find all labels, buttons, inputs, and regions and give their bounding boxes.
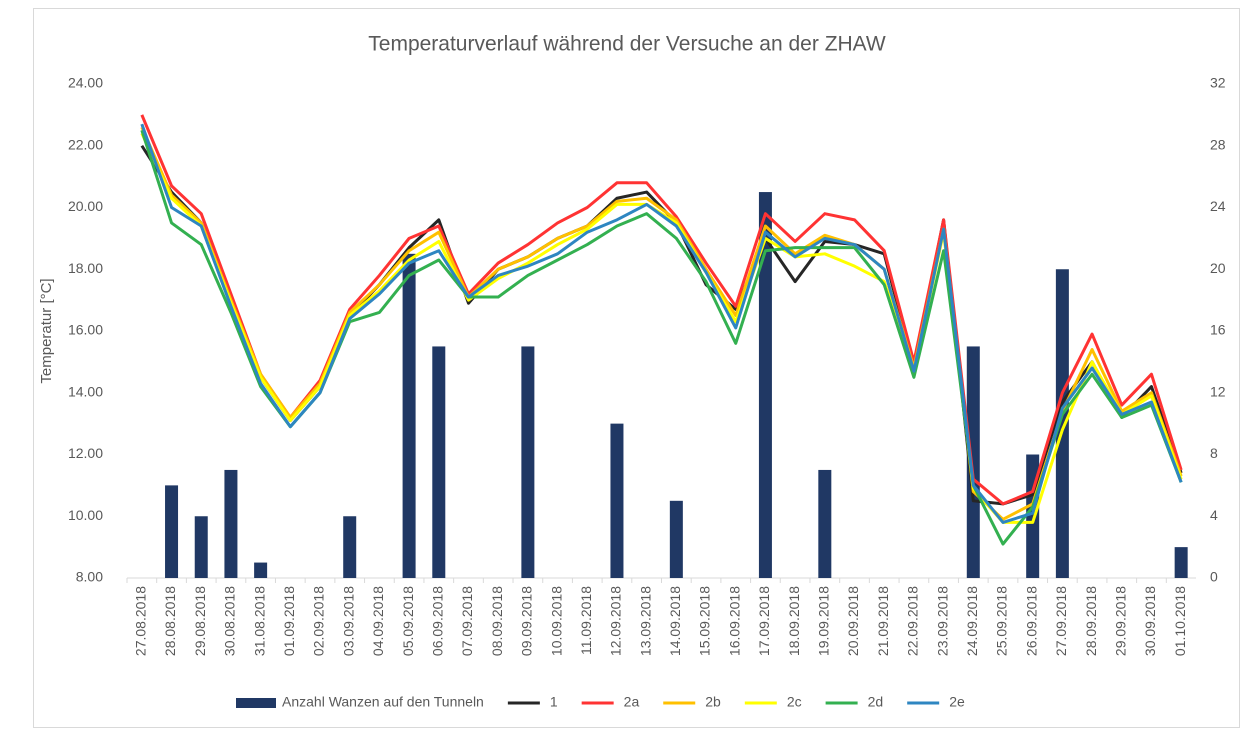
bar — [165, 485, 179, 578]
bar — [521, 346, 535, 578]
x-tick-label: 14.09.2018 — [667, 586, 683, 656]
bar — [194, 516, 208, 578]
x-tick-label: 01.10.2018 — [1172, 586, 1188, 656]
x-tick-label: 07.09.2018 — [459, 586, 475, 656]
bar — [818, 469, 832, 578]
bar — [432, 346, 446, 578]
x-tick-label: 28.09.2018 — [1083, 586, 1099, 656]
y2-tick-label: 24 — [1210, 198, 1226, 214]
x-tick-label: 11.09.2018 — [578, 586, 594, 655]
x-tick-label: 27.08.2018 — [133, 586, 149, 656]
bar — [1174, 547, 1188, 578]
chart-frame — [33, 8, 1240, 728]
y2-tick-label: 12 — [1210, 383, 1226, 399]
x-tick-label: 20.09.2018 — [845, 586, 861, 656]
bar — [402, 253, 416, 578]
legend-label: 2d — [868, 694, 884, 710]
bar — [610, 423, 624, 578]
x-tick-label: 10.09.2018 — [548, 586, 564, 656]
legend-label: 2a — [624, 694, 640, 710]
bar — [224, 469, 238, 578]
legend-label: 2c — [787, 694, 802, 710]
x-tick-label: 26.09.2018 — [1023, 586, 1039, 656]
x-tick-label: 16.09.2018 — [726, 586, 742, 656]
y-tick-label: 18.00 — [68, 260, 103, 276]
x-tick-label: 30.09.2018 — [1142, 586, 1158, 656]
x-tick-label: 02.09.2018 — [311, 586, 327, 656]
bar — [669, 500, 683, 578]
y2-tick-label: 16 — [1210, 322, 1226, 338]
y-tick-label: 10.00 — [68, 507, 103, 523]
bar — [966, 346, 980, 578]
line — [140, 123, 1183, 524]
y-tick-label: 14.00 — [68, 383, 103, 399]
x-tick-label: 27.09.2018 — [1053, 586, 1069, 656]
x-tick-label: 12.09.2018 — [608, 586, 624, 656]
x-tick-label: 08.09.2018 — [489, 586, 505, 656]
line — [140, 114, 1183, 506]
y2-tick-label: 0 — [1210, 569, 1218, 585]
x-tick-label: 22.09.2018 — [905, 586, 921, 656]
x-tick-label: 25.09.2018 — [994, 586, 1010, 656]
y-tick-label: 24.00 — [68, 75, 103, 91]
x-tick-label: 30.08.2018 — [222, 586, 238, 656]
bar — [758, 192, 772, 578]
line — [140, 126, 1183, 521]
bar — [254, 562, 268, 578]
legend-swatch — [236, 698, 276, 708]
y2-tick-label: 20 — [1210, 260, 1226, 276]
bar — [1055, 269, 1069, 578]
x-tick-label: 28.08.2018 — [162, 586, 178, 656]
x-tick-label: 09.09.2018 — [519, 586, 535, 656]
chart-title: Temperaturverlauf während der Versuche a… — [368, 33, 886, 56]
y-tick-label: 8.00 — [76, 569, 103, 585]
x-tick-label: 29.09.2018 — [1112, 586, 1128, 656]
legend-label: Anzahl Wanzen auf den Tunneln — [282, 694, 484, 710]
bar — [343, 516, 357, 578]
x-tick-label: 19.09.2018 — [816, 586, 832, 656]
y-tick-label: 22.00 — [68, 136, 103, 152]
x-tick-label: 24.09.2018 — [964, 586, 980, 656]
x-tick-label: 01.09.2018 — [281, 586, 297, 656]
y-tick-label: 12.00 — [68, 445, 103, 461]
x-tick-label: 13.09.2018 — [637, 586, 653, 656]
legend-label: 2e — [949, 694, 965, 710]
legend-label: 2b — [705, 694, 721, 710]
y2-tick-label: 32 — [1210, 75, 1226, 91]
x-tick-label: 05.09.2018 — [400, 586, 416, 656]
x-tick-label: 17.09.2018 — [756, 586, 772, 656]
y-tick-label: 16.00 — [68, 322, 103, 338]
x-tick-label: 18.09.2018 — [786, 586, 802, 656]
x-tick-label: 06.09.2018 — [429, 586, 445, 656]
x-tick-label: 31.08.2018 — [251, 586, 267, 656]
y2-tick-label: 4 — [1210, 507, 1218, 523]
legend-label: 1 — [550, 694, 558, 710]
y2-tick-label: 8 — [1210, 445, 1218, 461]
x-tick-label: 15.09.2018 — [697, 586, 713, 656]
y-tick-label: 20.00 — [68, 198, 103, 214]
x-tick-label: 29.08.2018 — [192, 586, 208, 656]
y2-tick-label: 28 — [1210, 136, 1226, 152]
x-tick-label: 21.09.2018 — [875, 586, 891, 656]
x-tick-label: 23.09.2018 — [934, 586, 950, 656]
y-axis-label: Temperatur [°C] — [38, 278, 55, 383]
x-tick-label: 03.09.2018 — [340, 586, 356, 656]
x-tick-label: 04.09.2018 — [370, 586, 386, 656]
